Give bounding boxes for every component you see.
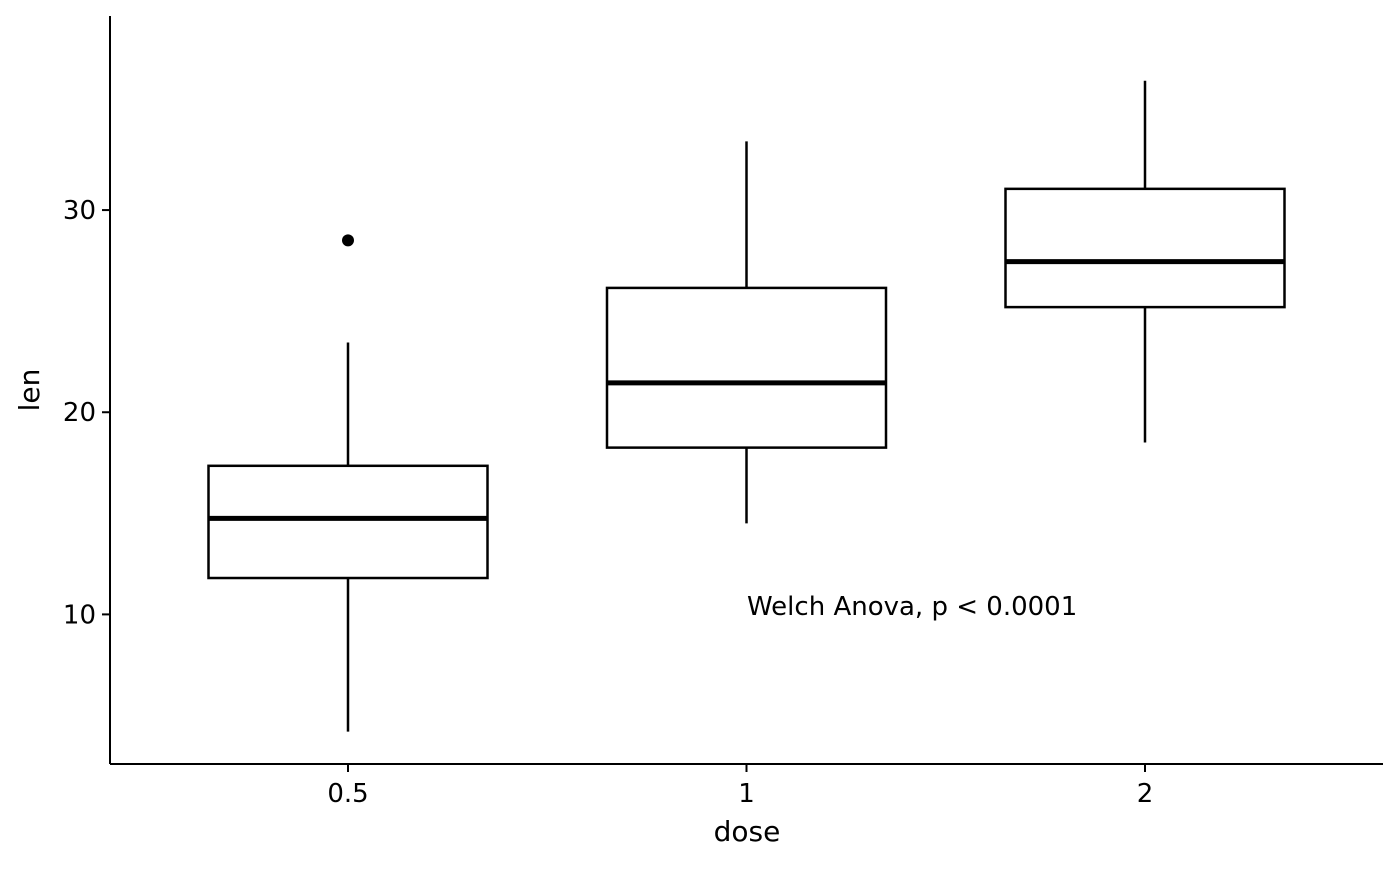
x-tick-label: 2 bbox=[1137, 779, 1154, 809]
outlier-point bbox=[342, 234, 354, 247]
x-tick-label: 1 bbox=[738, 779, 755, 809]
box-iqr bbox=[1004, 187, 1286, 309]
box-0.5 bbox=[207, 234, 489, 732]
box-1 bbox=[605, 141, 888, 524]
x-axis-ticks: 0.5 1 2 bbox=[327, 764, 1153, 809]
annotation-welch-anova: Welch Anova, p < 0.0001 bbox=[747, 592, 1077, 622]
box-2 bbox=[1004, 80, 1286, 443]
y-axis-label: len bbox=[13, 369, 46, 412]
x-axis-label: dose bbox=[714, 815, 781, 848]
y-tick-label: 20 bbox=[63, 398, 96, 428]
y-tick-label: 30 bbox=[63, 196, 96, 226]
y-tick-label: 10 bbox=[63, 600, 96, 630]
plot-marks bbox=[207, 80, 1286, 732]
box-iqr bbox=[605, 286, 888, 449]
box-iqr bbox=[207, 464, 489, 580]
y-axis-ticks: 10 20 30 bbox=[63, 196, 110, 630]
x-tick-label: 0.5 bbox=[327, 779, 368, 809]
